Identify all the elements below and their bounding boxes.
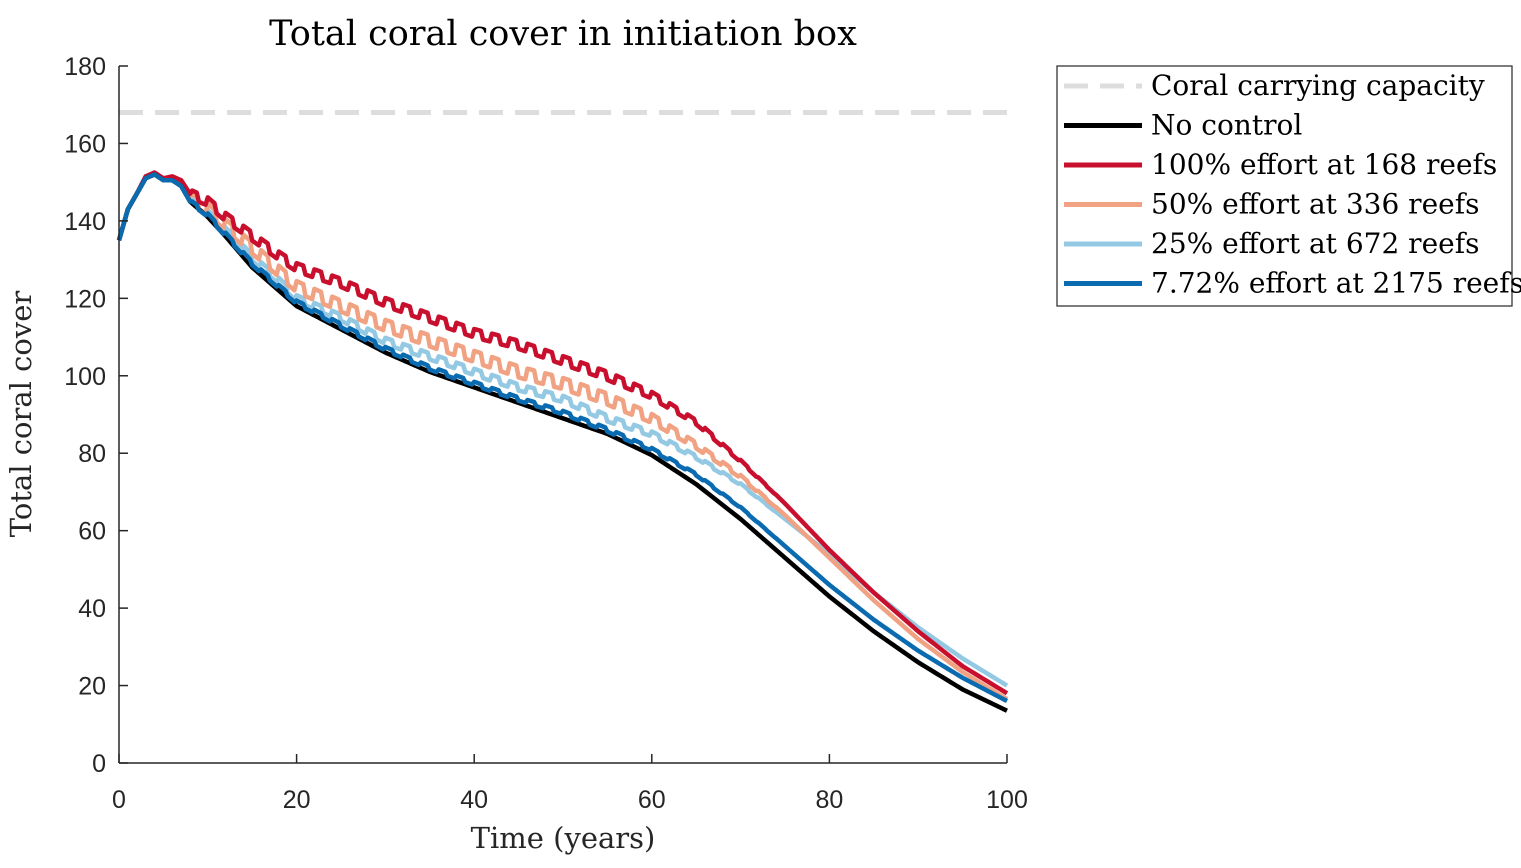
legend-label: 25% effort at 672 reefs xyxy=(1151,227,1479,260)
series-line-100-effort-at-168-reefs xyxy=(116,170,1009,696)
x-tick-label: 0 xyxy=(112,786,126,814)
y-tick-label: 0 xyxy=(92,750,106,778)
y-tick-label: 80 xyxy=(78,440,106,468)
y-tick-label: 160 xyxy=(64,130,106,158)
x-tick-label: 80 xyxy=(815,786,843,814)
x-axis-label: Time (years) xyxy=(471,821,656,855)
y-tick-label: 40 xyxy=(78,595,106,623)
legend: Coral carrying capacity No control 100% ef… xyxy=(1056,65,1521,307)
series-line-50-effort-at-336-reefs xyxy=(116,172,1009,702)
legend-label: Coral carrying capacity xyxy=(1151,69,1485,102)
series-line-no-control xyxy=(116,172,1008,713)
series-layer xyxy=(116,109,1009,713)
x-tick-label: 100 xyxy=(986,786,1028,814)
legend-box xyxy=(1056,65,1513,307)
x-tick-label: 40 xyxy=(460,786,488,814)
axes-layer xyxy=(118,66,1007,764)
y-tick-label: 20 xyxy=(78,673,106,701)
x-tick-label: 60 xyxy=(638,786,666,814)
series-line-7-72-effort-at-2175-reefs xyxy=(116,172,1009,704)
legend-label: No control xyxy=(1151,109,1302,142)
plot-area: 0 20 40 60 80 100 0 20 40 60 80 100 120 140 160 180 xyxy=(64,53,1028,814)
legend-label: 7.72% effort at 2175 reefs xyxy=(1151,267,1521,300)
y-tick-label: 140 xyxy=(64,208,106,236)
chart-title: Total coral cover in initiation box xyxy=(269,14,857,54)
y-ticks: 0 20 40 60 80 100 120 140 160 180 xyxy=(64,53,128,778)
x-ticks: 0 20 40 60 80 100 xyxy=(112,754,1028,814)
y-axis-label: Total coral cover xyxy=(4,291,38,538)
y-tick-label: 120 xyxy=(64,285,106,313)
legend-entries: Coral carrying capacity No control 100% ef… xyxy=(1064,69,1521,300)
x-tick-label: 20 xyxy=(283,786,311,814)
legend-label: 50% effort at 336 reefs xyxy=(1151,188,1479,221)
y-tick-label: 60 xyxy=(78,518,106,546)
legend-label: 100% effort at 168 reefs xyxy=(1151,148,1497,181)
y-tick-label: 100 xyxy=(64,363,106,391)
y-tick-label: 180 xyxy=(64,53,106,81)
